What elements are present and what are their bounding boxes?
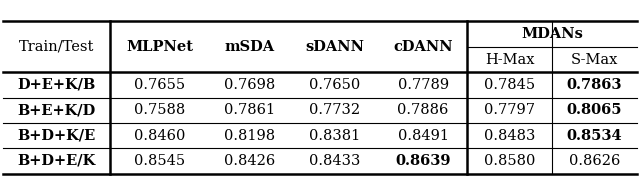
Text: D+E+K/B: D+E+K/B — [17, 78, 96, 92]
Text: 0.7886: 0.7886 — [397, 103, 449, 117]
Text: 0.7655: 0.7655 — [134, 78, 186, 92]
Text: 0.8483: 0.8483 — [484, 129, 536, 143]
Text: 0.8460: 0.8460 — [134, 129, 186, 143]
Text: MDANs: MDANs — [521, 27, 583, 41]
Text: 0.7863: 0.7863 — [566, 78, 622, 92]
Text: S-Max: S-Max — [571, 52, 618, 67]
Text: sDANN: sDANN — [305, 40, 364, 54]
Text: 0.8534: 0.8534 — [566, 129, 622, 143]
Text: 0.7861: 0.7861 — [225, 103, 276, 117]
Text: 0.7797: 0.7797 — [484, 103, 535, 117]
Text: H-Max: H-Max — [485, 52, 534, 67]
Text: mSDA: mSDA — [225, 40, 275, 54]
Text: 0.8426: 0.8426 — [225, 154, 276, 168]
Text: 0.8065: 0.8065 — [566, 103, 622, 117]
Text: 0.8545: 0.8545 — [134, 154, 186, 168]
Text: 0.8626: 0.8626 — [569, 154, 620, 168]
Text: 0.7650: 0.7650 — [309, 78, 360, 92]
Text: 0.8491: 0.8491 — [397, 129, 449, 143]
Text: 0.7789: 0.7789 — [397, 78, 449, 92]
Text: B+E+K/D: B+E+K/D — [17, 103, 96, 117]
Text: 0.8639: 0.8639 — [396, 154, 451, 168]
Text: 0.8198: 0.8198 — [225, 129, 276, 143]
Text: 0.7732: 0.7732 — [309, 103, 360, 117]
Text: 0.8381: 0.8381 — [309, 129, 360, 143]
Text: 0.8580: 0.8580 — [484, 154, 536, 168]
Text: Train/Test: Train/Test — [19, 40, 94, 54]
Text: cDANN: cDANN — [394, 40, 453, 54]
Text: 0.8433: 0.8433 — [309, 154, 360, 168]
Text: B+D+E/K: B+D+E/K — [17, 154, 96, 168]
Text: 0.7845: 0.7845 — [484, 78, 535, 92]
Text: 0.7698: 0.7698 — [225, 78, 276, 92]
Text: 0.7588: 0.7588 — [134, 103, 186, 117]
Text: MLPNet: MLPNet — [126, 40, 193, 54]
Text: B+D+K/E: B+D+K/E — [17, 129, 96, 143]
